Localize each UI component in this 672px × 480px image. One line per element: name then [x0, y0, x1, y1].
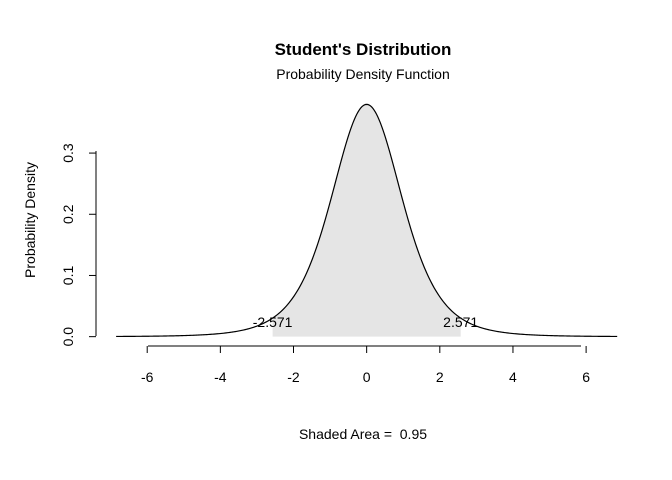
chart-title: Student's Distribution	[275, 40, 452, 59]
x-tick-label: -4	[214, 369, 227, 385]
chart-subtitle: Probability Density Function	[276, 66, 450, 82]
y-axis: 0.0 0.1 0.2 0.3	[60, 143, 97, 347]
x-axis: -6 -4 -2 0 2 4 6	[141, 345, 590, 385]
x-tick-label: 0	[363, 369, 371, 385]
x-tick-label: 6	[582, 369, 590, 385]
x-tick-label: -2	[287, 369, 300, 385]
y-tick-label: 0.1	[60, 266, 76, 286]
x-tick-label: -6	[141, 369, 154, 385]
density-curve	[116, 103, 618, 338]
x-tick-label: 2	[436, 369, 444, 385]
shaded-area-annotation: Shaded Area = 0.95	[299, 426, 427, 442]
x-tick-label: 4	[509, 369, 517, 385]
y-axis-label: Probability Density	[22, 162, 38, 278]
critical-value-label: -2.571	[253, 314, 293, 330]
plot-area	[116, 103, 618, 338]
critical-value-label: 2.571	[443, 314, 478, 330]
y-tick-label: 0.2	[60, 204, 76, 224]
y-tick-label: 0.3	[60, 143, 76, 163]
shaded-area	[272, 104, 461, 337]
y-tick-label: 0.0	[60, 327, 76, 347]
